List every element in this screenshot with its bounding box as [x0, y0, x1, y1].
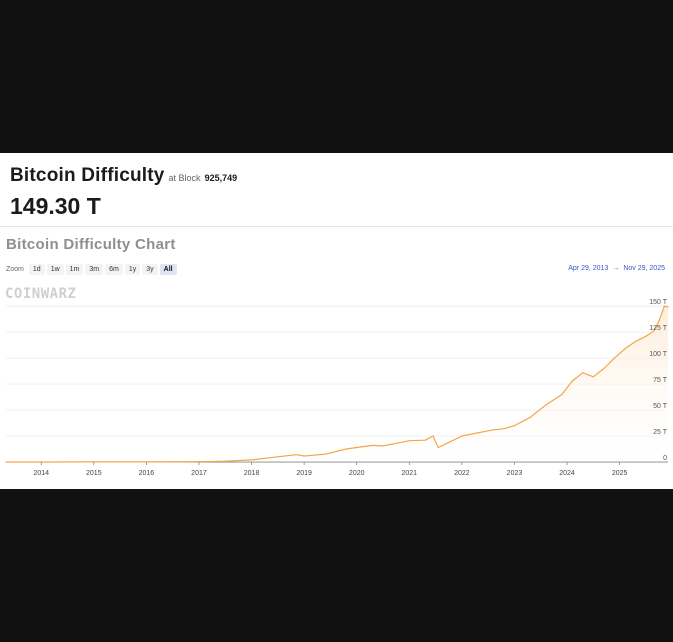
data-point [408, 440, 410, 442]
data-point [303, 455, 305, 457]
data-point [450, 440, 452, 442]
data-point [324, 453, 326, 455]
area-layer [5, 305, 669, 463]
data-point [503, 428, 505, 430]
header: Bitcoin Difficulty at Block 925,749 149.… [10, 165, 237, 220]
y-axis: 0 25 T 50 T 75 T 100 T 125 T 150 T [649, 299, 667, 462]
title-row: Bitcoin Difficulty at Block 925,749 [10, 165, 237, 187]
y-tick-label: 75 T [653, 377, 668, 384]
zoom-1y-button[interactable]: 1y [124, 264, 141, 275]
data-point [371, 444, 374, 446]
y-tick-label: 150 T [649, 299, 667, 306]
data-point [492, 429, 494, 431]
x-tick-label: 2015 [86, 470, 102, 477]
data-point [251, 459, 253, 461]
zoom-label: Zoom [6, 266, 24, 273]
x-tick-label: 2019 [296, 470, 312, 477]
data-point [634, 340, 637, 343]
zoom-1w-button[interactable]: 1w [46, 264, 64, 275]
current-difficulty-value: 149.30 T [10, 193, 101, 219]
data-point [477, 432, 479, 434]
data-point [382, 445, 384, 447]
data-point [592, 376, 594, 378]
zoom-3m-button[interactable]: 3m [85, 264, 104, 275]
date-range: Apr 29, 2013 → Nov 29, 2025 [568, 265, 665, 272]
zoom-1m-button[interactable]: 1m [65, 264, 84, 275]
data-point [667, 306, 669, 308]
zoom-6m-button[interactable]: 6m [105, 264, 123, 275]
data-point [663, 305, 665, 307]
difficulty-card: Bitcoin Difficulty at Block 925,749 149.… [0, 153, 673, 489]
data-point [432, 435, 434, 437]
at-block-label: at Block [168, 173, 201, 183]
difficulty-area [6, 306, 668, 462]
x-tick-label: 2016 [139, 470, 155, 477]
data-point [461, 435, 463, 437]
y-tick-label: 100 T [649, 351, 667, 358]
zoom-controls: Zoom 1d 1w 1m 3m 6m 1y 3y All [6, 264, 177, 275]
data-point [345, 448, 347, 450]
data-point [198, 461, 200, 463]
data-point [5, 461, 7, 463]
x-tick-label: 2025 [612, 470, 628, 477]
x-tick-label: 2020 [349, 470, 365, 477]
data-point [603, 367, 605, 370]
chart-title: Bitcoin Difficulty Chart [6, 236, 176, 253]
data-point [613, 357, 616, 359]
x-tick-label: 2018 [244, 470, 260, 477]
data-point [398, 442, 400, 444]
data-point [295, 454, 297, 456]
data-point [529, 416, 531, 418]
y-tick-label: 125 T [649, 325, 667, 332]
data-point [513, 425, 516, 427]
page-title: Bitcoin Difficulty [10, 165, 165, 186]
data-point [356, 446, 358, 449]
data-point [653, 330, 655, 332]
y-tick-label: 0 [663, 455, 667, 462]
data-point [658, 320, 660, 322]
x-tick-label: 2014 [33, 470, 49, 477]
data-point [561, 393, 563, 396]
data-point [624, 348, 626, 350]
range-to[interactable]: Nov 29, 2025 [623, 265, 665, 272]
x-tick-label: 2021 [402, 470, 418, 477]
divider [0, 226, 673, 227]
x-tick-label: 2022 [454, 470, 470, 477]
x-tick-label: 2017 [191, 470, 207, 477]
data-point [571, 380, 573, 382]
coinwarz-watermark: COINWARZ [5, 286, 76, 302]
data-point [582, 372, 584, 374]
zoom-all-button[interactable]: All [159, 264, 177, 275]
y-tick-label: 50 T [653, 403, 668, 410]
zoom-3y-button[interactable]: 3y [142, 264, 158, 275]
data-point [545, 404, 547, 406]
data-point [224, 460, 226, 462]
data-point [424, 439, 426, 441]
x-tick-label: 2024 [559, 470, 575, 477]
data-point [277, 456, 279, 458]
range-arrow-icon: → [612, 265, 620, 272]
data-point [645, 335, 647, 337]
data-point [437, 446, 439, 449]
block-number: 925,749 [204, 173, 238, 183]
difficulty-chart: COINWARZ 2014 2015 2016 2017 2018 2019 2020 202… [5, 286, 669, 477]
range-from[interactable]: Apr 29, 2013 [568, 265, 609, 272]
x-axis: 2014 2015 2016 2017 2018 2019 2020 2021 2022 2023… [33, 462, 628, 477]
y-tick-label: 25 T [653, 429, 668, 436]
zoom-1d-button[interactable]: 1d [28, 264, 45, 275]
x-tick-label: 2023 [507, 470, 523, 477]
